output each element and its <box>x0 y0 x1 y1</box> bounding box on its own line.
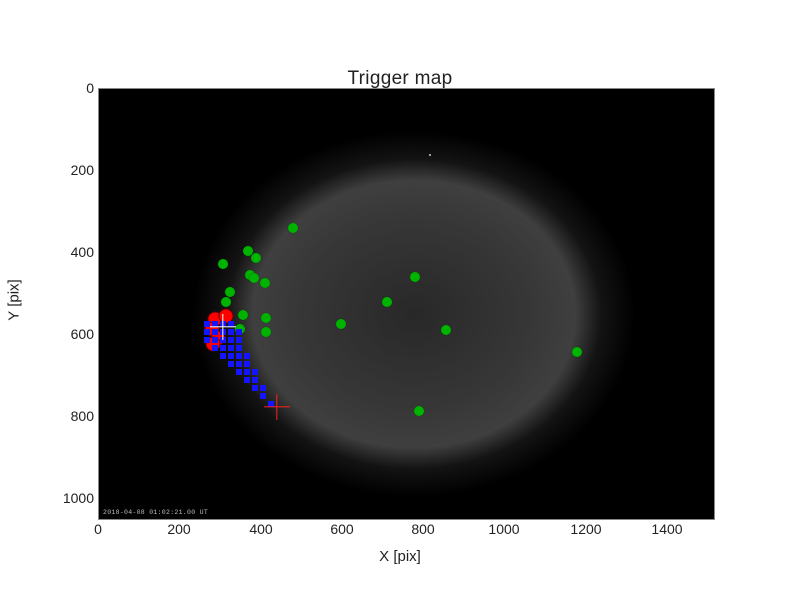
green-dot-marker[interactable] <box>225 287 235 297</box>
x-axis-title: X [pix] <box>0 548 800 565</box>
green-dot-marker[interactable] <box>441 325 451 335</box>
blue-square-marker[interactable] <box>252 385 258 391</box>
blue-square-marker[interactable] <box>236 353 242 359</box>
y-tick-5: 1000 <box>63 490 94 506</box>
blue-square-marker[interactable] <box>228 361 234 367</box>
blue-square-marker[interactable] <box>220 345 226 351</box>
blue-square-marker[interactable] <box>244 353 250 359</box>
glow-ring <box>154 99 674 520</box>
figure-container: Trigger map <box>0 0 800 600</box>
x-tick-1: 200 <box>167 521 190 537</box>
x-tick-4: 800 <box>411 521 434 537</box>
x-tick-7: 1400 <box>651 521 682 537</box>
blue-square-marker[interactable] <box>236 329 242 335</box>
green-dot-marker[interactable] <box>238 310 248 320</box>
blue-square-marker[interactable] <box>228 345 234 351</box>
blue-square-marker[interactable] <box>228 353 234 359</box>
vignette-background <box>99 89 714 519</box>
faint-dot <box>429 154 431 156</box>
green-dot-marker[interactable] <box>414 406 424 416</box>
blue-square-marker[interactable] <box>236 369 242 375</box>
green-dot-marker[interactable] <box>221 297 231 307</box>
green-dot-marker[interactable] <box>249 273 259 283</box>
green-dot-marker[interactable] <box>260 278 270 288</box>
blue-square-marker[interactable] <box>244 369 250 375</box>
blue-square-marker[interactable] <box>220 353 226 359</box>
green-dot-marker[interactable] <box>261 313 271 323</box>
y-tick-2: 400 <box>71 244 94 260</box>
blue-square-marker[interactable] <box>252 377 258 383</box>
x-tick-0: 0 <box>94 521 102 537</box>
green-dot-marker[interactable] <box>218 259 228 269</box>
green-dot-marker[interactable] <box>336 319 346 329</box>
green-dot-marker[interactable] <box>261 327 271 337</box>
green-dot-marker[interactable] <box>382 297 392 307</box>
green-dot-marker[interactable] <box>288 223 298 233</box>
crosshair-marker-white[interactable] <box>210 314 236 340</box>
blue-square-marker[interactable] <box>260 385 266 391</box>
y-tick-3: 600 <box>71 326 94 342</box>
plot-area[interactable]: 2018-04-08 01:02:21.00 UT <box>98 88 715 520</box>
y-axis-tick-labels: 0 200 400 600 800 1000 <box>40 88 96 520</box>
crosshair-marker-red[interactable] <box>264 394 290 420</box>
green-dot-marker[interactable] <box>410 272 420 282</box>
x-tick-3: 600 <box>330 521 353 537</box>
blue-square-marker[interactable] <box>252 369 258 375</box>
x-tick-6: 1200 <box>570 521 601 537</box>
green-dot-marker[interactable] <box>251 253 261 263</box>
blue-square-marker[interactable] <box>212 345 218 351</box>
y-tick-0: 0 <box>86 80 94 96</box>
blue-square-marker[interactable] <box>244 377 250 383</box>
blue-square-marker[interactable] <box>244 361 250 367</box>
timestamp-label: 2018-04-08 01:02:21.00 UT <box>103 509 208 516</box>
x-tick-5: 1000 <box>488 521 519 537</box>
blue-square-marker[interactable] <box>236 337 242 343</box>
x-tick-2: 400 <box>249 521 272 537</box>
green-dot-marker[interactable] <box>572 347 582 357</box>
y-tick-4: 800 <box>71 408 94 424</box>
blue-square-marker[interactable] <box>236 345 242 351</box>
x-axis-tick-labels: 0 200 400 600 800 1000 1200 1400 <box>98 521 715 541</box>
chart-title: Trigger map <box>0 68 800 90</box>
y-axis-title: Y [pix] <box>6 279 23 320</box>
y-tick-1: 200 <box>71 162 94 178</box>
blue-square-marker[interactable] <box>236 361 242 367</box>
